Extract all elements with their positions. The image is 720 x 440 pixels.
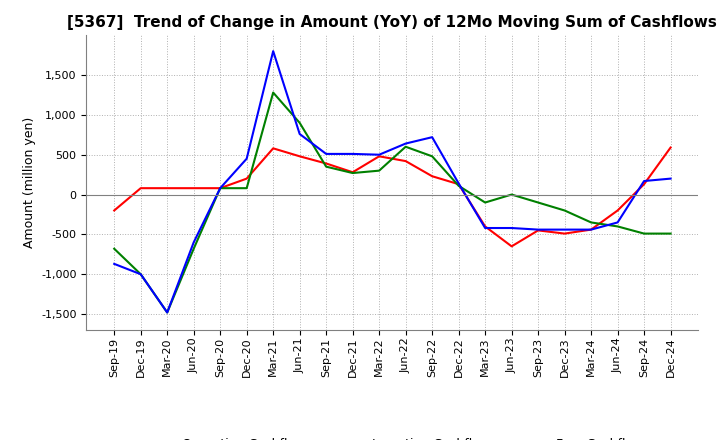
Free Cashflow	[587, 227, 595, 232]
Free Cashflow	[216, 186, 225, 191]
Legend: Operating Cashflow, Investing Cashflow, Free Cashflow: Operating Cashflow, Investing Cashflow, …	[136, 433, 649, 440]
Y-axis label: Amount (million yen): Amount (million yen)	[22, 117, 35, 248]
Operating Cashflow	[375, 154, 384, 159]
Free Cashflow	[348, 151, 357, 157]
Line: Free Cashflow: Free Cashflow	[114, 51, 670, 312]
Investing Cashflow	[375, 168, 384, 173]
Investing Cashflow	[428, 154, 436, 159]
Free Cashflow	[163, 310, 171, 315]
Investing Cashflow	[587, 220, 595, 225]
Operating Cashflow	[295, 154, 304, 159]
Free Cashflow	[428, 135, 436, 140]
Investing Cashflow	[163, 310, 171, 315]
Free Cashflow	[640, 178, 649, 183]
Investing Cashflow	[136, 271, 145, 277]
Free Cashflow	[454, 181, 463, 186]
Investing Cashflow	[534, 200, 542, 205]
Operating Cashflow	[243, 176, 251, 181]
Operating Cashflow	[136, 186, 145, 191]
Operating Cashflow	[322, 161, 330, 166]
Free Cashflow	[560, 227, 569, 232]
Free Cashflow	[613, 220, 622, 225]
Investing Cashflow	[560, 208, 569, 213]
Free Cashflow	[481, 225, 490, 231]
Investing Cashflow	[481, 200, 490, 205]
Line: Investing Cashflow: Investing Cashflow	[114, 92, 670, 312]
Operating Cashflow	[587, 227, 595, 232]
Title: [5367]  Trend of Change in Amount (YoY) of 12Mo Moving Sum of Cashflows: [5367] Trend of Change in Amount (YoY) o…	[68, 15, 717, 30]
Investing Cashflow	[666, 231, 675, 236]
Operating Cashflow	[348, 169, 357, 175]
Line: Operating Cashflow: Operating Cashflow	[114, 147, 670, 246]
Investing Cashflow	[613, 224, 622, 229]
Free Cashflow	[508, 225, 516, 231]
Operating Cashflow	[401, 158, 410, 164]
Free Cashflow	[269, 48, 277, 54]
Investing Cashflow	[322, 164, 330, 169]
Operating Cashflow	[508, 244, 516, 249]
Operating Cashflow	[216, 186, 225, 191]
Free Cashflow	[401, 141, 410, 146]
Operating Cashflow	[666, 145, 675, 150]
Operating Cashflow	[481, 224, 490, 229]
Investing Cashflow	[295, 120, 304, 125]
Free Cashflow	[189, 240, 198, 245]
Operating Cashflow	[613, 208, 622, 213]
Investing Cashflow	[348, 170, 357, 176]
Investing Cashflow	[454, 183, 463, 188]
Free Cashflow	[243, 156, 251, 161]
Investing Cashflow	[401, 144, 410, 150]
Investing Cashflow	[269, 90, 277, 95]
Investing Cashflow	[243, 186, 251, 191]
Operating Cashflow	[428, 174, 436, 179]
Free Cashflow	[534, 227, 542, 232]
Operating Cashflow	[454, 182, 463, 187]
Operating Cashflow	[269, 146, 277, 151]
Free Cashflow	[322, 151, 330, 157]
Free Cashflow	[110, 261, 119, 267]
Operating Cashflow	[534, 228, 542, 233]
Operating Cashflow	[110, 208, 119, 213]
Free Cashflow	[666, 176, 675, 181]
Free Cashflow	[295, 132, 304, 137]
Investing Cashflow	[216, 186, 225, 191]
Operating Cashflow	[189, 186, 198, 191]
Operating Cashflow	[560, 231, 569, 236]
Investing Cashflow	[640, 231, 649, 236]
Investing Cashflow	[110, 246, 119, 251]
Investing Cashflow	[189, 246, 198, 251]
Operating Cashflow	[640, 182, 649, 187]
Operating Cashflow	[163, 186, 171, 191]
Free Cashflow	[375, 152, 384, 158]
Investing Cashflow	[508, 192, 516, 197]
Free Cashflow	[136, 271, 145, 277]
